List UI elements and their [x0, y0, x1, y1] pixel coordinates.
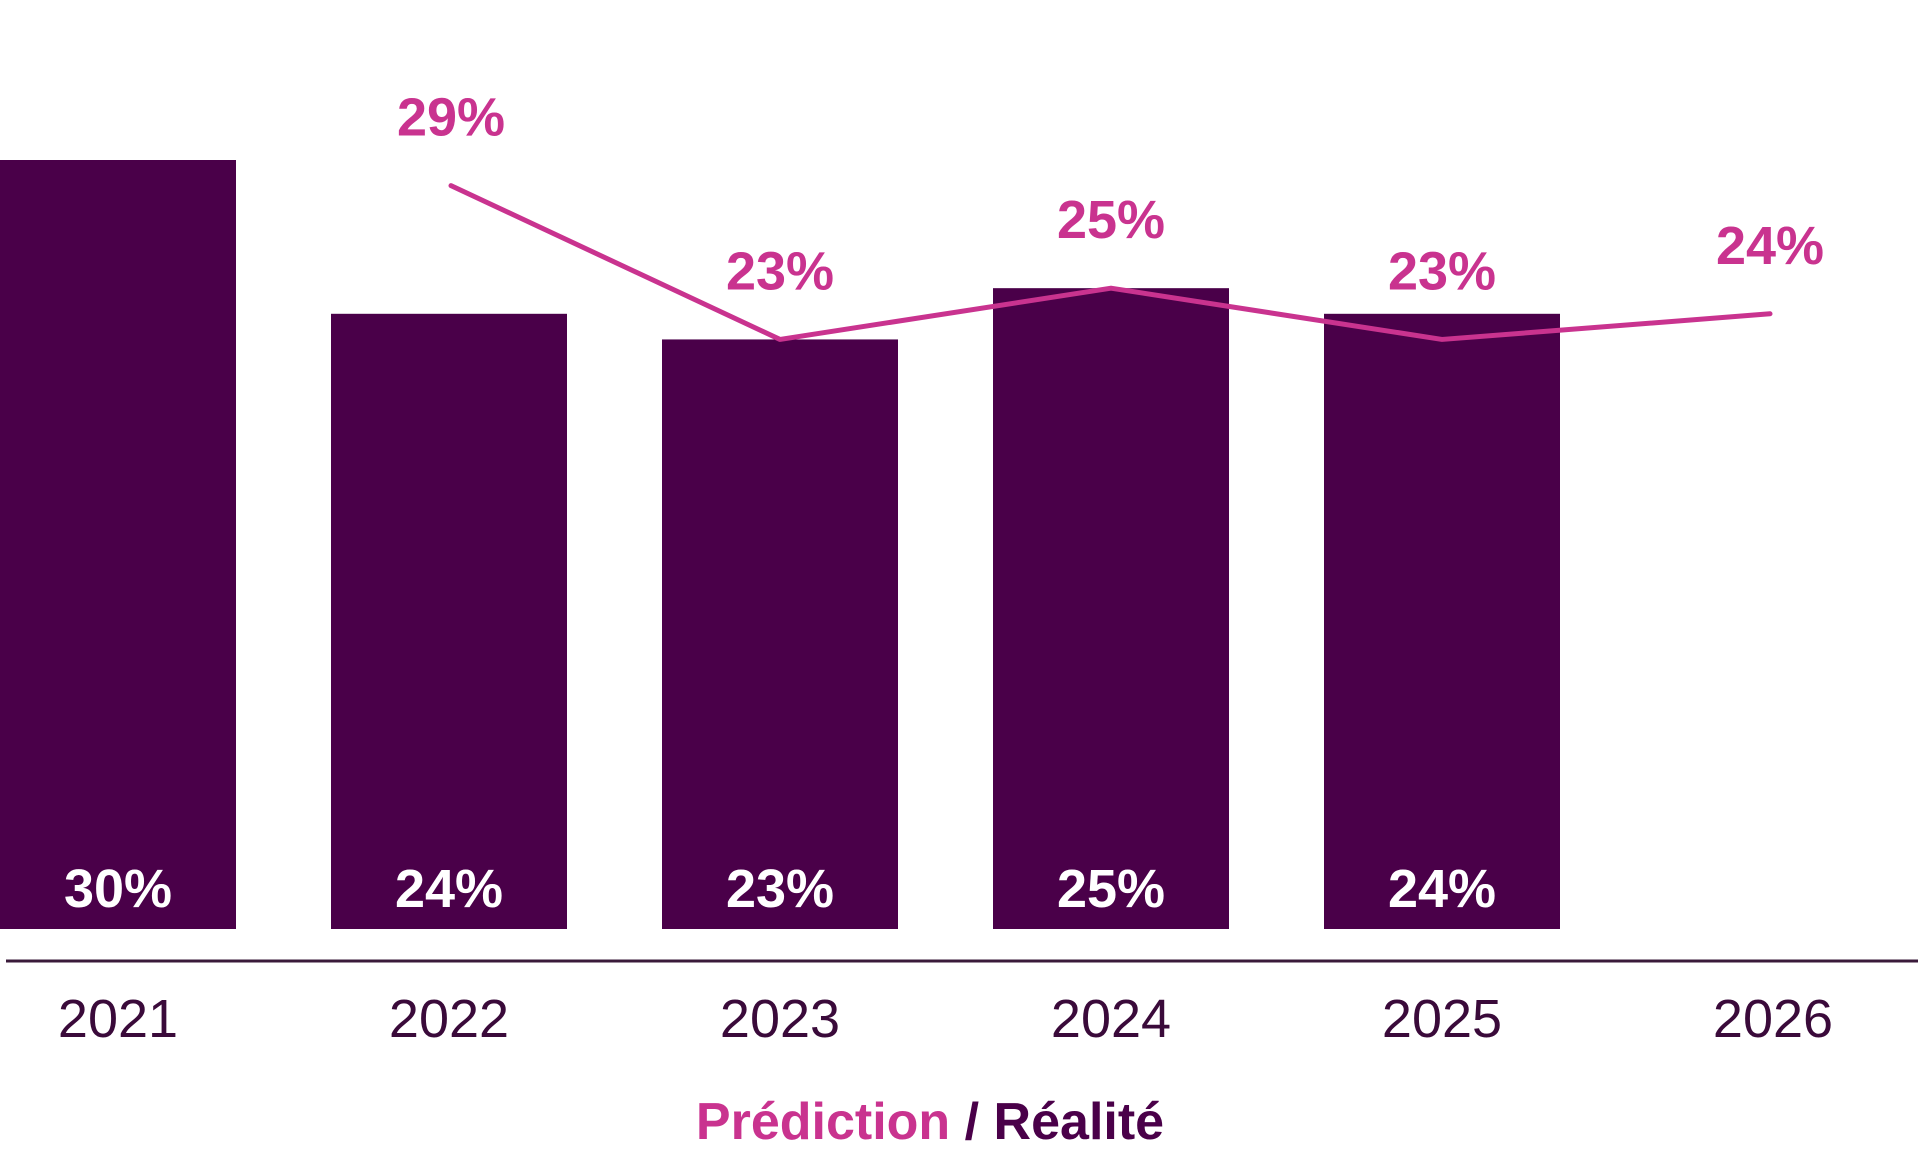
bar-label-2021: 30% [64, 859, 172, 919]
prediction-label-2022: 29% [397, 88, 505, 148]
x-tick-2022: 2022 [389, 989, 509, 1049]
prediction-labels-layer: 29% 23% 25% 23% 24% [397, 88, 1824, 302]
x-tick-2025: 2025 [1382, 989, 1502, 1049]
bar-label-2022: 24% [395, 859, 503, 919]
bar-labels-layer: 30% 24% 23% 25% 24% [64, 859, 1496, 919]
prediction-line-layer [448, 183, 1773, 342]
x-tick-2024: 2024 [1051, 989, 1171, 1049]
bar-2023 [662, 339, 898, 929]
x-tick-labels: 2021 2022 2023 2024 2025 2026 [58, 989, 1833, 1049]
bar-label-2023: 23% [726, 859, 834, 919]
bars-layer [0, 160, 1560, 930]
bar-label-2025: 24% [1388, 859, 1496, 919]
prediction-line [448, 183, 1773, 342]
prediction-label-2023: 23% [726, 241, 834, 301]
legend-prediction: Prédiction [696, 1093, 950, 1151]
legend-reality: Réalité [994, 1093, 1165, 1151]
legend: Prédiction / Réalité [696, 1093, 1164, 1151]
prediction-label-2024: 25% [1057, 190, 1165, 250]
bar-2024 [993, 288, 1229, 930]
x-tick-2023: 2023 [720, 989, 840, 1049]
bar-label-2024: 25% [1057, 859, 1165, 919]
prediction-label-2025: 23% [1388, 241, 1496, 301]
bar-2022 [331, 313, 567, 929]
x-tick-2021: 2021 [58, 989, 178, 1049]
bar-2021 [0, 160, 236, 929]
bar-2025 [1324, 313, 1560, 929]
legend-separator: / [965, 1093, 994, 1151]
x-tick-2026: 2026 [1713, 989, 1833, 1049]
prediction-label-2026: 24% [1716, 216, 1824, 276]
